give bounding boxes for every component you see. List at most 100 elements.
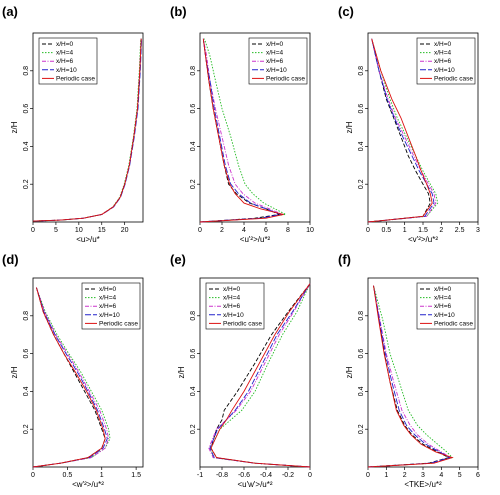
legend-entry: x/H=4 <box>434 295 452 302</box>
legend-entry: x/H=6 <box>434 303 452 310</box>
series-line-x-h-4 <box>367 38 439 223</box>
y-tick-label: 0.6 <box>358 104 365 114</box>
x-tick-label: 2 <box>403 472 407 479</box>
legend-entry: Periodic case <box>434 320 473 327</box>
panel-label: (c) <box>338 4 354 19</box>
panel-label: (e) <box>170 252 186 267</box>
series-line-periodic-case <box>32 287 106 468</box>
legend-entry: Periodic case <box>99 320 138 327</box>
plot-frame <box>199 32 311 223</box>
legend-entry: x/H=4 <box>223 295 241 302</box>
legend-entry: x/H=0 <box>434 286 452 293</box>
x-tick-label: 0.5 <box>381 227 391 234</box>
plot-frame <box>199 277 311 468</box>
y-tick-label: 0.2 <box>23 424 30 434</box>
x-axis-label: <TKE>/u*² <box>404 480 442 489</box>
x-tick-label: 1 <box>384 472 388 479</box>
legend-entry: x/H=10 <box>56 67 77 74</box>
x-tick-label: -0.4 <box>260 472 272 479</box>
y-tick-label: 0.2 <box>358 424 365 434</box>
x-tick-label: 0 <box>366 227 370 234</box>
legend-box <box>81 282 141 330</box>
series-line-periodic-case <box>32 38 142 222</box>
x-tick-label: -0.6 <box>238 472 250 479</box>
y-tick-label: 0.8 <box>358 311 365 321</box>
y-tick-label: 0.8 <box>190 311 197 321</box>
x-axis-label: <u>/u* <box>76 235 100 244</box>
y-tick-label: 0.2 <box>190 179 197 189</box>
y-tick-label: 0.6 <box>23 349 30 359</box>
series-line-x-h-10 <box>199 38 282 223</box>
legend-entry: x/H=10 <box>434 312 455 319</box>
legend-entry: x/H=6 <box>223 303 241 310</box>
legend-entry: Periodic case <box>266 75 305 82</box>
y-axis-label: z/H <box>10 121 19 133</box>
y-tick-label: 0.6 <box>190 104 197 114</box>
series-line-periodic-case <box>367 38 433 223</box>
y-tick-label: 0.2 <box>23 179 30 189</box>
legend-entry: x/H=10 <box>223 312 244 319</box>
y-tick-label: 0.6 <box>358 349 365 359</box>
y-axis-label: z/H <box>345 121 354 133</box>
x-tick-label: 0.5 <box>63 472 73 479</box>
x-tick-label: 1.5 <box>131 472 141 479</box>
y-tick-label: 0.4 <box>190 386 197 396</box>
x-axis-label: <w'²>/u*² <box>72 480 104 489</box>
x-axis-label: <v'²>/u*² <box>408 235 438 244</box>
series-line-x-h-10 <box>32 287 108 468</box>
series-line-periodic-case <box>367 285 454 468</box>
x-tick-label: 1 <box>100 472 104 479</box>
legend-entry: x/H=0 <box>99 286 117 293</box>
y-tick-label: 0.6 <box>23 104 30 114</box>
x-tick-label: -0.8 <box>216 472 228 479</box>
legend-entry: x/H=4 <box>434 50 452 57</box>
x-tick-label: 1.5 <box>418 227 428 234</box>
x-axis-label: <u'w'>/u*² <box>237 480 272 489</box>
x-tick-label: 10 <box>75 227 83 234</box>
x-axis-label: <u'²>/u*² <box>240 235 271 244</box>
series-line-x-h-6 <box>367 285 452 468</box>
legend-entry: x/H=0 <box>434 41 452 48</box>
series-line-x-h-10 <box>32 38 143 222</box>
y-tick-label: 0.8 <box>23 66 30 76</box>
x-tick-label: 0 <box>31 227 35 234</box>
panel-b: (b)0 2 4 6 8 100.20.40.60.8<u'²>/u*²x/H=0x/H=… <box>170 4 314 244</box>
panel-c: (c) 0 0.5 1 1.5 2 2.5 3 0.2 0.4 0.6 0.8 <v'²>/u*² z/H… <box>338 4 480 244</box>
plot-frame <box>32 277 144 468</box>
plot-frame <box>32 32 144 223</box>
x-tick-label: -1 <box>197 472 203 479</box>
series-line-x-h-6 <box>32 287 110 468</box>
panel-e: (e) -1 -0.8 -0.6 -0.4 -0.2 0 0.2 0.4 0.6 0.8 <u'w'>… <box>170 252 312 489</box>
panel-label: (a) <box>2 4 18 19</box>
legend-entry: x/H=0 <box>56 41 74 48</box>
x-tick-label: 5 <box>54 227 58 234</box>
legend-entry: x/H=0 <box>223 286 241 293</box>
legend-entry: x/H=10 <box>99 312 120 319</box>
y-tick-label: 0.4 <box>23 386 30 396</box>
x-tick-label: 6 <box>264 227 268 234</box>
x-tick-label: 6 <box>476 472 480 479</box>
x-tick-label: 0 <box>366 472 370 479</box>
x-tick-label: 0 <box>198 227 202 234</box>
y-tick-label: 0.8 <box>358 66 365 76</box>
x-tick-label: 2 <box>439 227 443 234</box>
legend-entry: x/H=6 <box>56 58 74 65</box>
x-tick-label: 8 <box>286 227 290 234</box>
legend-entry: x/H=6 <box>434 58 452 65</box>
x-tick-label: 20 <box>121 227 129 234</box>
x-tick-label: 4 <box>439 472 443 479</box>
legend-entry: Periodic case <box>434 75 473 82</box>
x-tick-label: 3 <box>476 227 480 234</box>
x-tick-label: 4 <box>242 227 246 234</box>
panel-label: (d) <box>2 252 19 267</box>
y-axis-label: z/H <box>345 366 354 378</box>
y-tick-label: 0.2 <box>358 179 365 189</box>
panel-label: (f) <box>338 252 351 267</box>
series-line-x-h-6 <box>367 38 437 223</box>
legend-entry: x/H=6 <box>99 303 117 310</box>
legend-entry: x/H=6 <box>266 58 284 65</box>
